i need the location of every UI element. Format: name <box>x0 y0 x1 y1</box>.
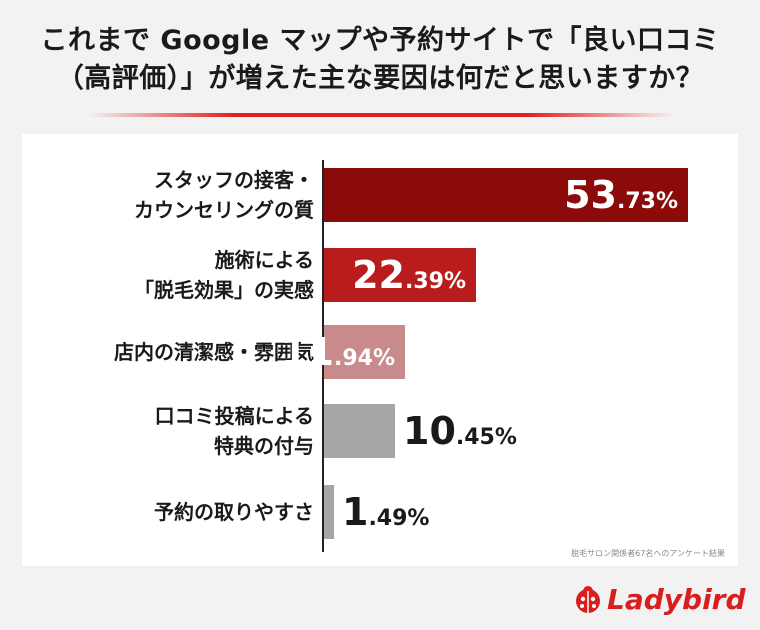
title-underline <box>88 113 673 117</box>
value-integer: 22 <box>352 253 405 297</box>
category-label-line: 予約の取りやすさ <box>154 500 314 524</box>
category-label: 店内の清潔感・雰囲気 <box>14 337 314 367</box>
value-integer: 10 <box>403 409 456 453</box>
category-label: 予約の取りやすさ <box>14 497 314 527</box>
brand-name: Ladybird <box>607 583 746 616</box>
category-label: スタッフの接客・カウンセリングの質 <box>14 165 314 225</box>
bar <box>324 485 334 539</box>
category-label-line: スタッフの接客・ <box>154 168 314 192</box>
bar <box>324 404 395 458</box>
value-decimal: .94% <box>333 346 395 371</box>
category-label-line: 口コミ投稿による <box>154 404 314 428</box>
value-integer: 11 <box>281 330 334 374</box>
brand-logo: Ladybird <box>573 582 746 618</box>
value-decimal: .45% <box>455 425 517 450</box>
value-decimal: .73% <box>616 189 678 214</box>
bar <box>324 168 688 222</box>
title-line-1: これまで Google マップや予約サイトで「良い口コミ <box>40 25 720 56</box>
ladybug-icon <box>576 586 600 613</box>
category-label: 施術による「脱毛効果」の実感 <box>14 245 314 305</box>
bar <box>324 325 405 379</box>
category-label-line: カウンセリングの質 <box>134 198 314 222</box>
value-integer: 53 <box>564 173 617 217</box>
category-label-line: 特典の付与 <box>214 434 314 458</box>
value-label: 53.73% <box>564 176 678 214</box>
value-decimal: .39% <box>404 269 466 294</box>
chart-title: これまで Google マップや予約サイトで「良い口コミ （高評価）」が増えた主… <box>0 22 760 98</box>
bar <box>324 248 476 302</box>
value-label: 22.39% <box>352 256 466 294</box>
value-label: 1.49% <box>342 493 429 531</box>
category-label-line: 施術による <box>214 248 314 272</box>
title-line-2: （高評価）」が増えた主な要因は何だと思いますか？ <box>56 63 704 94</box>
value-integer: 1 <box>342 490 369 534</box>
category-label-line: 店内の清潔感・雰囲気 <box>114 340 314 364</box>
category-label: 口コミ投稿による特典の付与 <box>14 401 314 461</box>
category-label-line: 「脱毛効果」の実感 <box>134 278 314 302</box>
source-note: 脱毛サロン関係者67名へのアンケート結果 <box>571 549 725 558</box>
value-label: 10.45% <box>403 412 517 450</box>
value-label: 11.94% <box>281 333 395 371</box>
y-axis-line <box>322 160 324 552</box>
value-decimal: .49% <box>368 506 430 531</box>
